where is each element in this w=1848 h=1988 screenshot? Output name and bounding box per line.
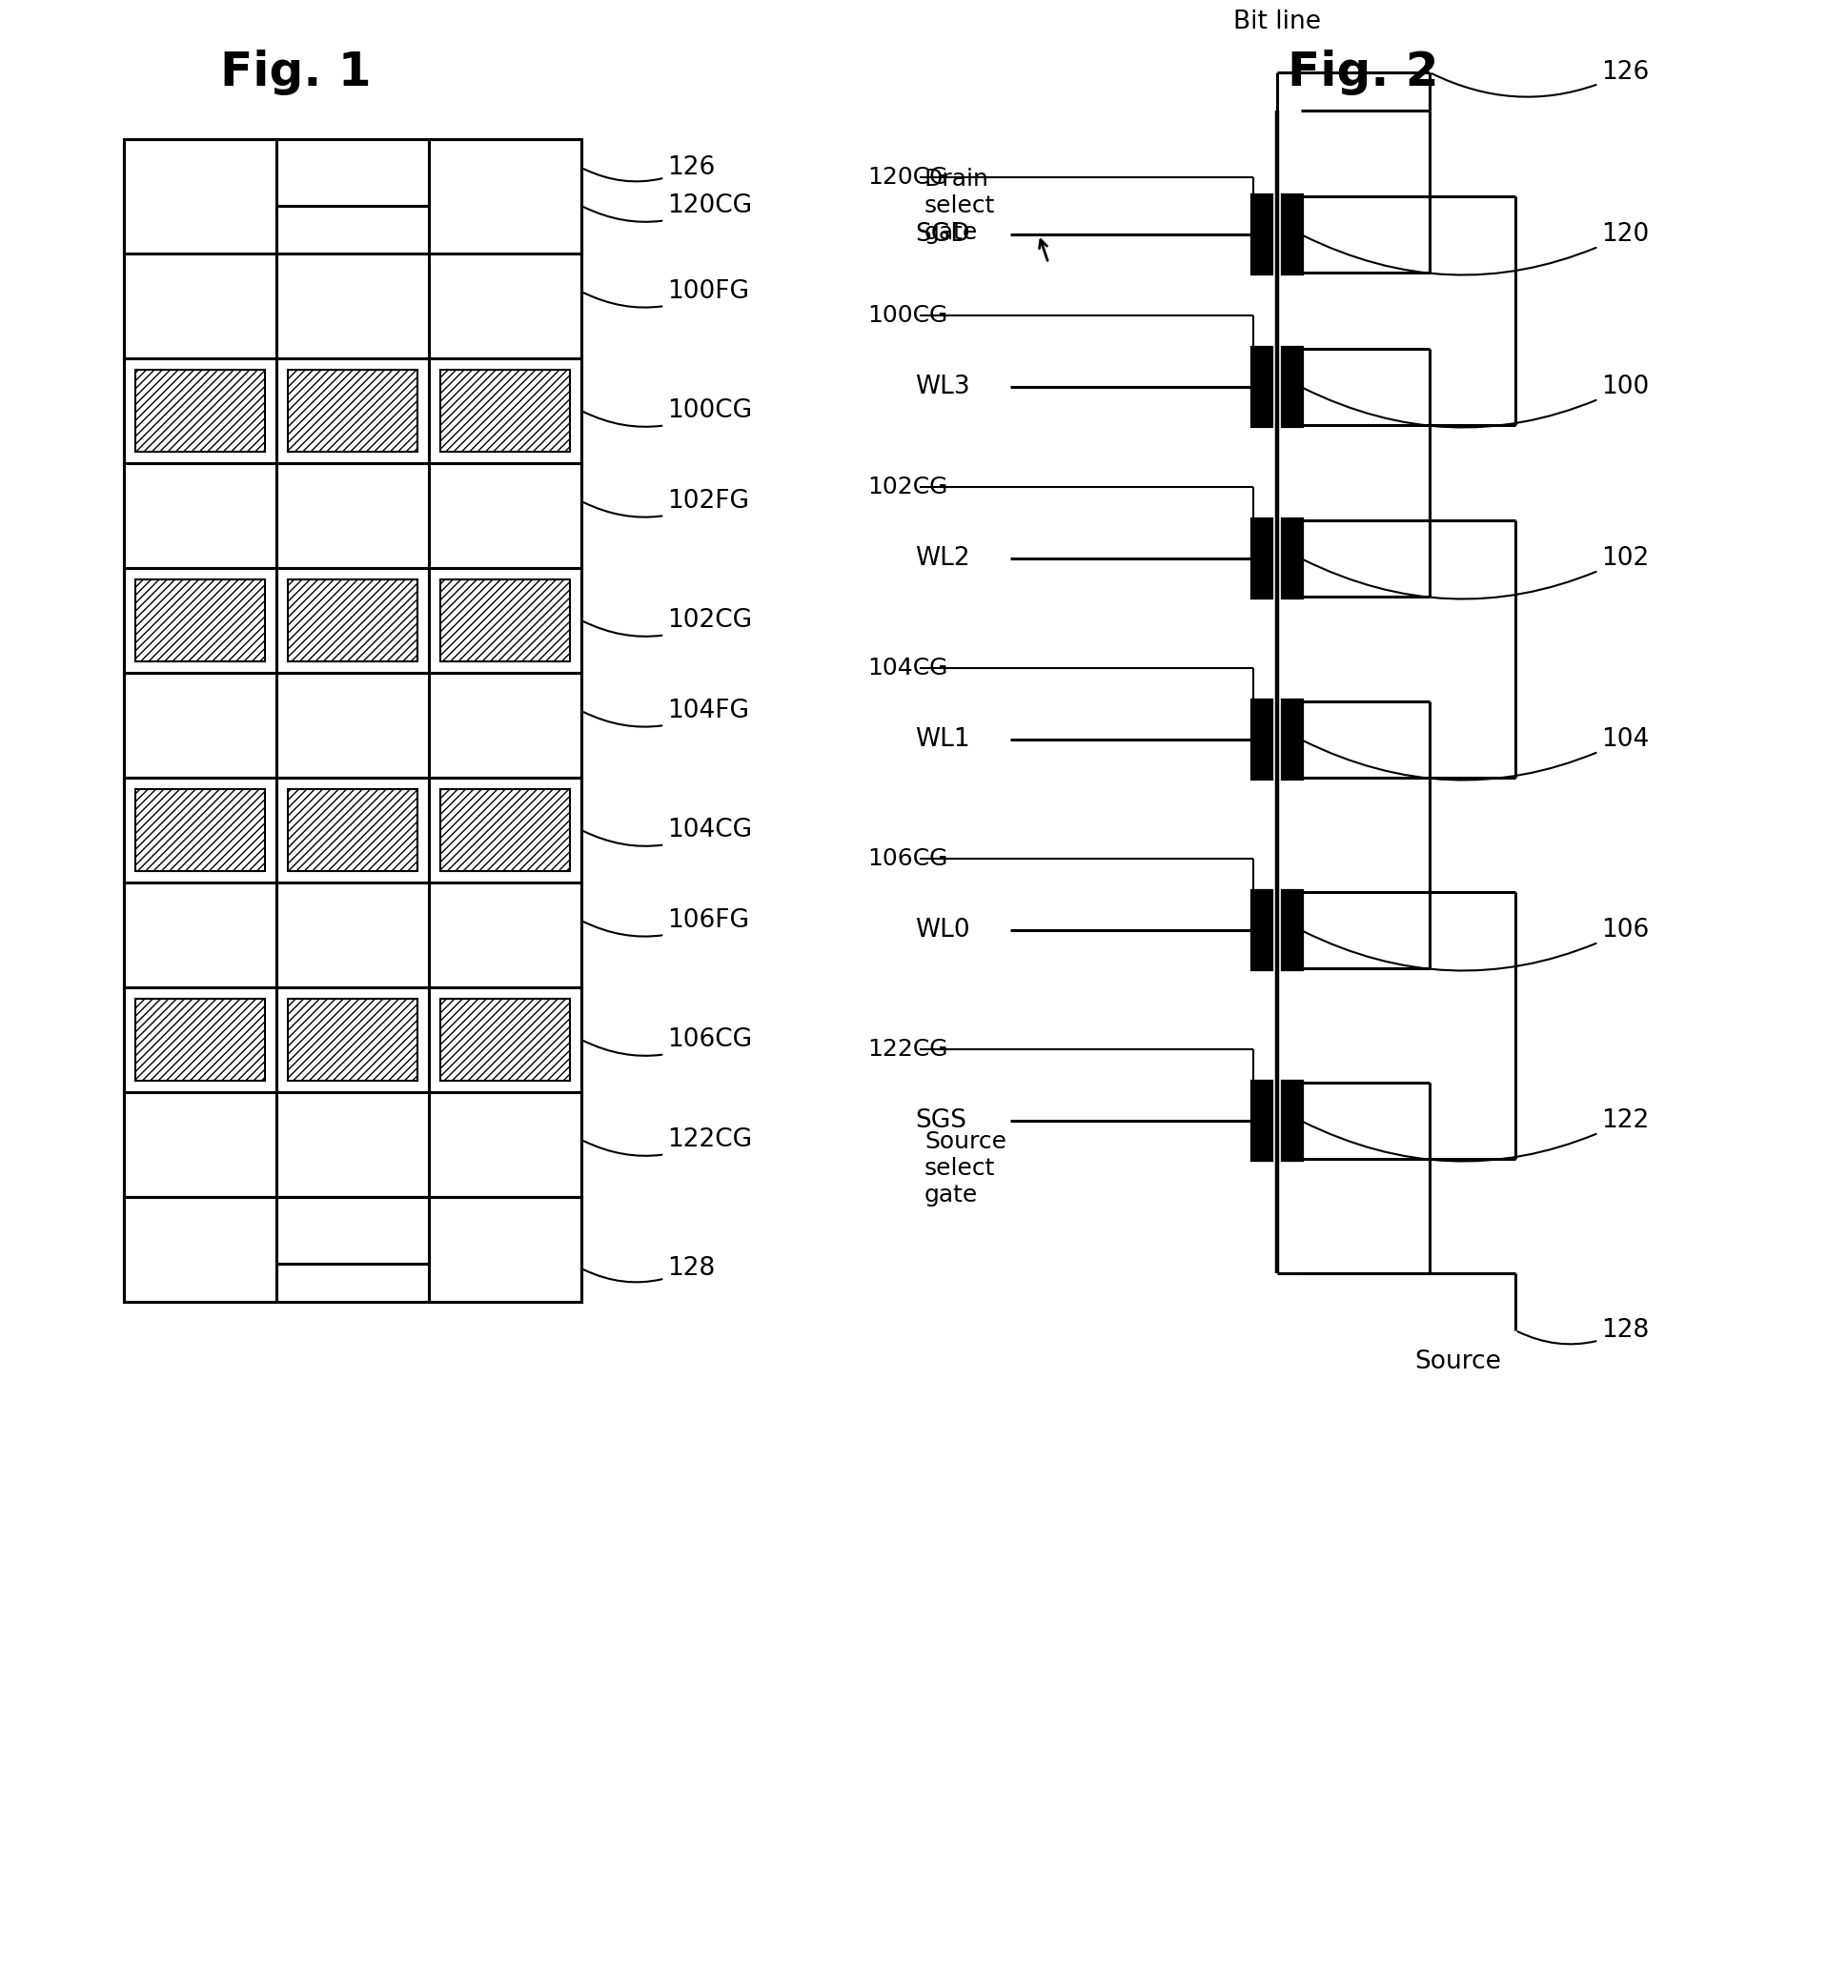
Text: 104CG: 104CG [584, 817, 752, 847]
Text: 102: 102 [1303, 547, 1648, 598]
Text: 102FG: 102FG [584, 489, 748, 517]
Bar [1283, 197, 1301, 272]
Bar [1283, 893, 1301, 968]
Bar [275, 207, 429, 254]
Bar [124, 672, 580, 777]
Bar [1283, 702, 1301, 777]
Text: 104CG: 104CG [867, 656, 948, 680]
Text: 128: 128 [1517, 1318, 1648, 1344]
Text: 102CG: 102CG [584, 608, 752, 636]
Text: 106: 106 [1303, 918, 1648, 970]
Bar [124, 1091, 580, 1197]
Text: WL1: WL1 [915, 728, 970, 751]
Text: 100CG: 100CG [584, 398, 752, 427]
Text: Bit line: Bit line [1233, 10, 1319, 34]
Bar [124, 883, 580, 988]
Text: 122CG: 122CG [584, 1127, 752, 1155]
Text: WL2: WL2 [915, 547, 970, 571]
Text: SGS: SGS [915, 1109, 967, 1133]
Bar [135, 370, 264, 451]
Text: WL3: WL3 [915, 374, 970, 400]
Text: 100FG: 100FG [584, 278, 748, 308]
Bar [1283, 1083, 1301, 1159]
Bar [440, 370, 569, 451]
Text: 104FG: 104FG [584, 698, 748, 728]
Bar [429, 1197, 580, 1302]
Text: 120CG: 120CG [584, 193, 752, 223]
Bar [288, 370, 418, 451]
Text: 122CG: 122CG [867, 1038, 948, 1062]
Text: 120: 120 [1303, 223, 1648, 274]
Bar [135, 579, 264, 662]
Bar [124, 139, 275, 254]
Bar [275, 1197, 429, 1264]
Text: Fig. 2: Fig. 2 [1286, 50, 1438, 95]
Text: 104: 104 [1303, 728, 1648, 779]
Bar [440, 579, 569, 662]
Text: Fig. 1: Fig. 1 [220, 50, 371, 95]
Bar [124, 139, 580, 254]
Text: 126: 126 [1430, 60, 1648, 97]
Text: SGD: SGD [915, 223, 968, 247]
Bar [1253, 893, 1270, 968]
Text: 100CG: 100CG [867, 304, 946, 326]
Text: 102CG: 102CG [867, 475, 948, 499]
Bar [124, 777, 580, 883]
Bar [288, 789, 418, 871]
Bar [288, 579, 418, 662]
Bar [124, 1197, 275, 1302]
Text: 120CG: 120CG [867, 165, 948, 189]
Bar [440, 998, 569, 1081]
Bar [1283, 521, 1301, 596]
Text: 122: 122 [1303, 1109, 1648, 1161]
Text: Source: Source [1414, 1350, 1501, 1374]
Bar [124, 569, 580, 672]
Bar [124, 358, 580, 463]
Text: Source
select
gate: Source select gate [924, 1131, 1005, 1207]
Bar [124, 988, 580, 1091]
Bar [1253, 197, 1270, 272]
Bar [1283, 348, 1301, 425]
Bar [124, 1197, 580, 1302]
Bar [124, 254, 580, 358]
Text: Drain
select
gate: Drain select gate [924, 167, 994, 245]
Bar [1253, 702, 1270, 777]
Bar [288, 998, 418, 1081]
Bar [135, 998, 264, 1081]
Bar [429, 139, 580, 254]
Text: 128: 128 [584, 1256, 715, 1282]
Text: 100: 100 [1303, 374, 1648, 427]
Bar [124, 463, 580, 569]
Bar [440, 789, 569, 871]
Text: 126: 126 [584, 155, 715, 181]
Text: 106CG: 106CG [584, 1028, 752, 1056]
Text: WL0: WL0 [915, 918, 970, 942]
Bar [135, 789, 264, 871]
Text: 106CG: 106CG [867, 847, 948, 871]
Text: 106FG: 106FG [584, 909, 748, 936]
Bar [1253, 521, 1270, 596]
Bar [1253, 348, 1270, 425]
Bar [1253, 1083, 1270, 1159]
